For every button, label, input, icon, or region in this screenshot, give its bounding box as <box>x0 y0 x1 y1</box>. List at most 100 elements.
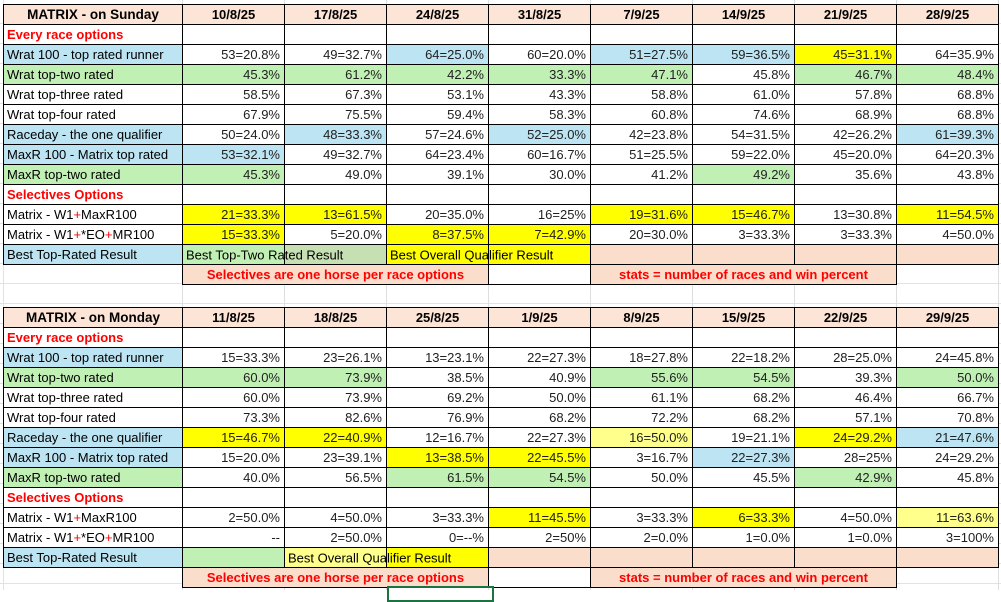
data-cell[interactable]: 39.1% <box>386 164 489 185</box>
date-header[interactable]: 21/9/25 <box>794 4 897 25</box>
empty-cell[interactable] <box>794 184 897 205</box>
data-cell[interactable]: 42=23.8% <box>590 124 693 145</box>
data-cell[interactable]: 45.8% <box>896 467 999 488</box>
data-cell[interactable]: 40.0% <box>182 467 285 488</box>
data-cell[interactable]: 48.4% <box>896 64 999 85</box>
empty-cell[interactable] <box>488 24 591 45</box>
data-cell[interactable]: 57=24.6% <box>386 124 489 145</box>
data-cell[interactable]: 43.3% <box>488 84 591 105</box>
empty-cell[interactable] <box>896 487 999 508</box>
data-cell[interactable]: 82.6% <box>284 407 387 428</box>
data-cell[interactable]: 50.0% <box>896 367 999 388</box>
data-cell[interactable]: 21=47.6% <box>896 427 999 448</box>
data-cell[interactable]: 68.2% <box>692 387 795 408</box>
best-result-cell[interactable] <box>284 244 387 265</box>
date-header[interactable]: 31/8/25 <box>488 4 591 25</box>
active-cell-outline[interactable] <box>387 586 494 602</box>
section-label[interactable]: Selectives Options <box>3 184 183 205</box>
data-cell[interactable]: 13=23.1% <box>386 347 489 368</box>
data-cell[interactable]: -- <box>182 527 285 548</box>
data-cell[interactable]: 53=32.1% <box>182 144 285 165</box>
empty-cell[interactable] <box>4 568 183 588</box>
data-cell[interactable]: 20=35.0% <box>386 204 489 225</box>
data-cell[interactable]: 1=0.0% <box>692 527 795 548</box>
empty-cell[interactable] <box>794 24 897 45</box>
data-cell[interactable]: 64=20.3% <box>896 144 999 165</box>
empty-cell[interactable] <box>488 327 591 348</box>
data-cell[interactable]: 3=100% <box>896 527 999 548</box>
data-cell[interactable]: 13=61.5% <box>284 204 387 225</box>
data-cell[interactable]: 50=24.0% <box>182 124 285 145</box>
data-cell[interactable]: 38.5% <box>386 367 489 388</box>
data-cell[interactable]: 72.2% <box>590 407 693 428</box>
data-cell[interactable]: 45.3% <box>182 64 285 85</box>
data-cell[interactable]: 3=33.3% <box>794 224 897 245</box>
data-cell[interactable]: 50.0% <box>488 387 591 408</box>
data-cell[interactable]: 5=20.0% <box>284 224 387 245</box>
empty-cell[interactable] <box>284 327 387 348</box>
data-cell[interactable]: 76.9% <box>386 407 489 428</box>
date-header[interactable]: 29/9/25 <box>896 307 999 328</box>
best-result-cell[interactable] <box>794 244 897 265</box>
data-cell[interactable]: 15=33.3% <box>182 347 285 368</box>
data-cell[interactable]: 60=20.0% <box>488 44 591 65</box>
data-cell[interactable]: 22=27.3% <box>488 347 591 368</box>
data-cell[interactable]: 21=33.3% <box>182 204 285 225</box>
data-cell[interactable]: 67.9% <box>182 104 285 125</box>
best-result-cell[interactable] <box>590 244 693 265</box>
row-label[interactable]: Wrat top-three rated <box>3 84 183 105</box>
data-cell[interactable]: 24=29.2% <box>896 447 999 468</box>
data-cell[interactable]: 67.3% <box>284 84 387 105</box>
data-cell[interactable]: 1=0.0% <box>794 527 897 548</box>
date-header[interactable]: 11/8/25 <box>182 307 285 328</box>
row-label[interactable]: Wrat top-two rated <box>3 367 183 388</box>
data-cell[interactable]: 57.1% <box>794 407 897 428</box>
empty-cell[interactable] <box>590 24 693 45</box>
data-cell[interactable]: 16=25% <box>488 204 591 225</box>
data-cell[interactable]: 54=31.5% <box>692 124 795 145</box>
data-cell[interactable]: 23=26.1% <box>284 347 387 368</box>
empty-cell[interactable] <box>284 487 387 508</box>
data-cell[interactable]: 59.4% <box>386 104 489 125</box>
data-cell[interactable]: 15=33.3% <box>182 224 285 245</box>
data-cell[interactable]: 49=32.7% <box>284 144 387 165</box>
date-header[interactable]: 15/9/25 <box>692 307 795 328</box>
row-label[interactable]: Best Top-Rated Result <box>3 244 183 265</box>
data-cell[interactable]: 19=31.6% <box>590 204 693 225</box>
data-cell[interactable]: 22=27.3% <box>488 427 591 448</box>
data-cell[interactable]: 60.8% <box>590 104 693 125</box>
empty-cell[interactable] <box>692 487 795 508</box>
data-cell[interactable]: 68.2% <box>692 407 795 428</box>
empty-cell[interactable] <box>896 24 999 45</box>
data-cell[interactable]: 35.6% <box>794 164 897 185</box>
data-cell[interactable]: 43.8% <box>896 164 999 185</box>
best-result-cell[interactable] <box>590 547 693 568</box>
data-cell[interactable]: 59=22.0% <box>692 144 795 165</box>
data-cell[interactable]: 11=63.6% <box>896 507 999 528</box>
row-label[interactable]: Raceday - the one qualifier <box>3 124 183 145</box>
data-cell[interactable]: 3=33.3% <box>692 224 795 245</box>
data-cell[interactable]: 61.5% <box>386 467 489 488</box>
row-label[interactable]: Wrat 100 - top rated runner <box>3 44 183 65</box>
data-cell[interactable]: 54.5% <box>488 467 591 488</box>
data-cell[interactable]: 51=27.5% <box>590 44 693 65</box>
data-cell[interactable]: 45.8% <box>692 64 795 85</box>
row-label[interactable]: Wrat top-four rated <box>3 104 183 125</box>
row-label[interactable]: MaxR 100 - Matrix top rated <box>3 144 183 165</box>
best-result-cell[interactable] <box>182 547 285 568</box>
best-result-cell[interactable]: Best Overall Qualifier Result <box>284 547 451 568</box>
empty-cell[interactable] <box>794 487 897 508</box>
empty-cell[interactable] <box>284 184 387 205</box>
empty-cell[interactable] <box>386 24 489 45</box>
data-cell[interactable]: 16=50.0% <box>590 427 693 448</box>
table-title[interactable]: MATRIX - on Sunday <box>3 4 183 25</box>
data-cell[interactable]: 54.5% <box>692 367 795 388</box>
data-cell[interactable]: 19=21.1% <box>692 427 795 448</box>
data-cell[interactable]: 47.1% <box>590 64 693 85</box>
row-label[interactable]: MaxR top-two rated <box>3 467 183 488</box>
data-cell[interactable]: 68.2% <box>488 407 591 428</box>
empty-cell[interactable] <box>488 487 591 508</box>
row-label[interactable]: Matrix - W1+MaxR100 <box>3 507 183 528</box>
row-label[interactable]: MaxR top-two rated <box>3 164 183 185</box>
data-cell[interactable]: 18=27.8% <box>590 347 693 368</box>
